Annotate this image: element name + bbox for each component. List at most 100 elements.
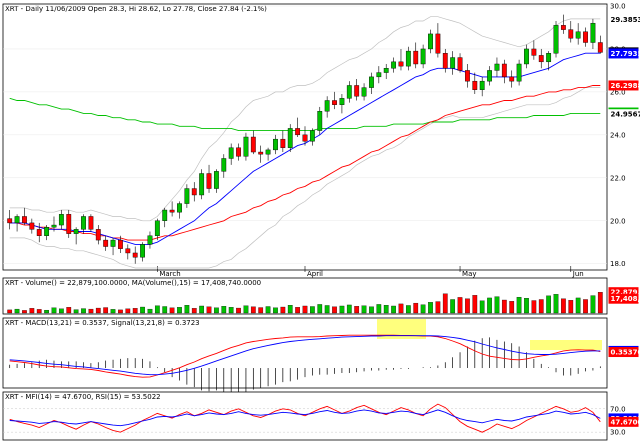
- volume-bar: [376, 304, 382, 314]
- volume-bar: [132, 308, 138, 314]
- candle-body: [546, 53, 552, 63]
- volume-bar: [332, 306, 337, 314]
- candle-body: [280, 138, 286, 148]
- mfi-rsi-panel-title: XRT - MFI(14) = 47.6700, RSI(15) = 53.50…: [5, 393, 161, 401]
- volume-bar: [73, 309, 79, 314]
- volume-bars: [7, 292, 603, 314]
- volume-bar: [154, 305, 160, 314]
- price-y-tick-label: 18.0: [610, 260, 626, 268]
- volume-bar: [361, 305, 367, 314]
- candle-body: [169, 209, 175, 213]
- candle-body: [428, 33, 433, 50]
- volume-bar: [287, 305, 293, 314]
- candlesticks: [7, 14, 603, 264]
- candle-body: [413, 50, 419, 65]
- candle-body: [531, 48, 537, 56]
- month-label: May: [462, 270, 476, 278]
- volume-bar: [435, 301, 441, 314]
- bollinger-bands: [9, 16, 601, 269]
- volume-bar: [494, 296, 500, 314]
- price-badge-label: 24.9567: [611, 111, 640, 119]
- candle-body: [95, 229, 101, 241]
- month-label: April: [307, 270, 323, 278]
- candle-body: [81, 216, 86, 230]
- price-y-tick-label: 22.0: [610, 174, 626, 182]
- volume-bar: [125, 308, 131, 314]
- mfi-rsi-tick-label: 30.0: [610, 429, 626, 437]
- macd-value-badges: 0.372280.35370: [608, 345, 640, 358]
- bollinger-lower-line: [9, 87, 601, 269]
- candle-body: [361, 87, 367, 97]
- candle-body: [583, 31, 588, 43]
- candle-body: [538, 55, 544, 63]
- candle-body: [516, 63, 522, 82]
- candle-body: [103, 239, 109, 247]
- bollinger-upper-line: [9, 16, 601, 222]
- macd-panel-frame: [2, 317, 608, 389]
- volume-bar: [95, 307, 101, 314]
- volume-bar: [324, 305, 330, 314]
- candle-body: [29, 222, 35, 230]
- volume-bar: [14, 308, 20, 314]
- volume-panel-title: XRT - Volume() = 22,879,100.0000, MA(Vol…: [5, 279, 261, 287]
- macd-highlight-may: [377, 319, 426, 339]
- candle-body: [199, 173, 205, 196]
- macd-panel: XRT - MACD(13,21) = 0.3537, Signal(13,21…: [2, 317, 640, 393]
- volume-bar: [258, 307, 264, 314]
- candle-body: [560, 25, 566, 30]
- volume-panel: XRT - Volume() = 22,879,100.0000, MA(Vol…: [2, 277, 640, 315]
- candle-body: [309, 130, 315, 142]
- volume-bar: [228, 307, 234, 314]
- volume-bar: [118, 309, 123, 314]
- volume-bar: [162, 306, 168, 314]
- candle-body: [302, 134, 308, 142]
- volume-bar: [214, 307, 219, 314]
- volume-bar: [391, 305, 396, 314]
- price-panel-title: XRT - Daily 11/06/2009 Open 28.3, Hi 28.…: [5, 5, 267, 13]
- volume-bar: [487, 297, 492, 314]
- volume-value-badges: 22,879,10017,408,740: [608, 287, 640, 304]
- candle-body: [66, 214, 72, 234]
- candle-body: [509, 76, 515, 82]
- month-axis: March April May Jun: [157, 266, 584, 278]
- volume-bar: [110, 309, 116, 314]
- volume-bar: [44, 309, 49, 314]
- mfi-rsi-panel: XRT - MFI(14) = 47.6700, RSI(15) = 53.50…: [2, 391, 640, 441]
- volume-badge-label: 17,408,740: [611, 295, 640, 303]
- volume-bar: [88, 308, 94, 314]
- volume-bar: [479, 300, 485, 314]
- candle-body: [435, 33, 441, 54]
- candle-body: [243, 136, 249, 157]
- candle-body: [472, 80, 478, 90]
- price-badge-label: 29.3853: [611, 16, 640, 24]
- volume-bar: [199, 305, 205, 314]
- volume-bar: [147, 308, 153, 314]
- volume-bar: [51, 307, 57, 314]
- volume-bar: [236, 307, 241, 314]
- volume-bar: [243, 305, 249, 314]
- volume-bar: [310, 306, 315, 314]
- volume-bar: [191, 308, 197, 314]
- volume-bar: [428, 302, 433, 314]
- volume-bar: [383, 305, 389, 314]
- mfi-line: [9, 403, 601, 433]
- volume-bar: [103, 307, 109, 314]
- month-label: March: [159, 270, 180, 278]
- volume-bar: [442, 293, 448, 314]
- volume-bar: [413, 302, 419, 314]
- macd-badge-bg: [608, 347, 639, 358]
- candle-body: [125, 248, 131, 254]
- candle-body: [442, 53, 448, 69]
- candle-body: [295, 128, 301, 136]
- mfi-rsi-badge-label: 47.6700: [611, 418, 640, 426]
- volume-bar: [36, 309, 42, 314]
- price-y-tick-label: 26.0: [610, 88, 626, 96]
- volume-bar: [575, 297, 581, 314]
- candle-body: [391, 61, 397, 69]
- macd-badge-label: 0.35370: [611, 349, 640, 357]
- candle-body: [575, 31, 581, 39]
- mfi-rsi-value-badges: 53.502247.6700: [608, 413, 640, 427]
- volume-bar: [509, 301, 515, 314]
- volume-bar: [273, 307, 278, 314]
